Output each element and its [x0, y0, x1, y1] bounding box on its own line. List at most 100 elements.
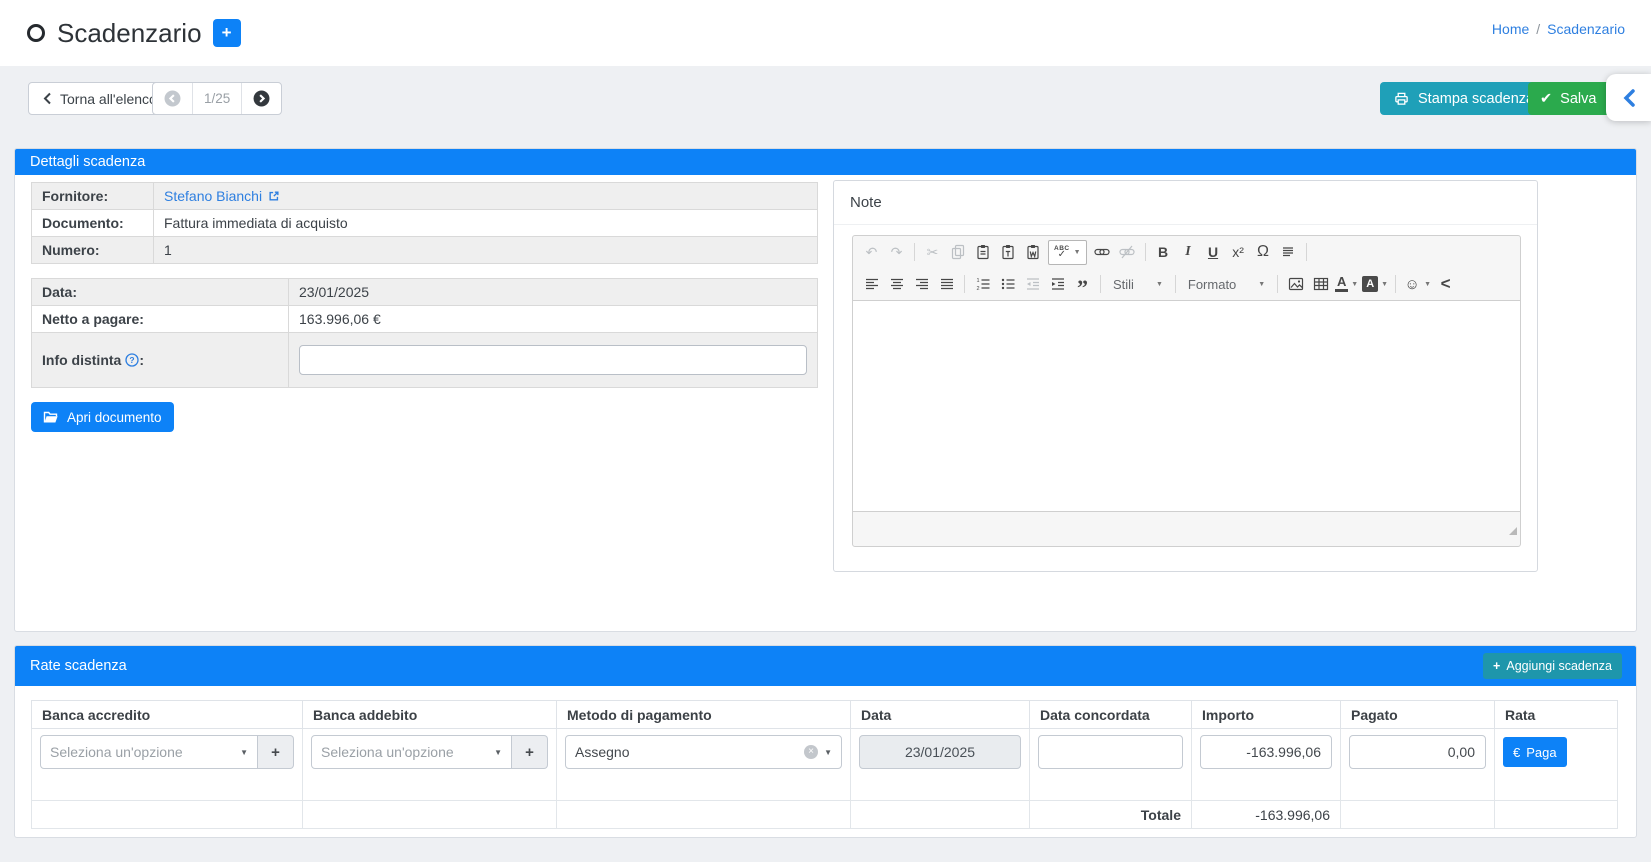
link-icon[interactable] [1090, 240, 1115, 265]
col-rata: Rata [1494, 700, 1618, 729]
importo-input[interactable] [1200, 735, 1332, 769]
outdent-icon[interactable] [1020, 272, 1045, 297]
action-bar: Torna all'elenco 1/25 Stampa scadenza ✔ … [0, 66, 1651, 148]
caret-down-icon: ▼ [1258, 280, 1266, 288]
cut-icon[interactable]: ✂ [926, 243, 939, 260]
caret-down-icon: ▼ [824, 747, 832, 757]
horizontal-rule-icon[interactable] [1276, 240, 1301, 265]
info-distinta-input[interactable] [299, 345, 807, 375]
add-banca-addebito-button[interactable]: + [512, 735, 548, 769]
supplier-label: Fornitore: [31, 182, 154, 210]
add-installment-button[interactable]: + Aggiungi scadenza [1483, 653, 1622, 679]
note-editor-content[interactable] [853, 300, 1520, 512]
breadcrumb-current-link[interactable]: Scadenzario [1547, 21, 1625, 37]
data-input[interactable] [859, 735, 1021, 769]
print-due-date-label: Stampa scadenza [1418, 90, 1535, 107]
caret-down-icon: ▼ [1424, 280, 1432, 288]
paste-text-icon[interactable] [995, 240, 1020, 265]
prev-record-button[interactable] [153, 83, 192, 114]
align-center-icon[interactable] [884, 272, 909, 297]
pager-position: 1/25 [204, 91, 231, 106]
date-value: 23/01/2025 [288, 278, 818, 306]
align-left-icon[interactable] [859, 272, 884, 297]
table-row: Numero: 1 [31, 236, 818, 264]
back-to-list-button[interactable]: Torna all'elenco [28, 82, 171, 115]
clear-selection-icon[interactable]: × [804, 745, 819, 759]
supplier-link[interactable]: Stefano Bianchi [164, 188, 280, 204]
bulleted-list-icon[interactable] [995, 272, 1020, 297]
number-label: Numero: [31, 236, 154, 264]
breadcrumb: Home / Scadenzario [1492, 21, 1625, 37]
arrow-circle-left-icon [164, 90, 181, 107]
source-icon[interactable]: < [1440, 274, 1451, 293]
indent-icon[interactable] [1045, 272, 1070, 297]
document-info-table: Fornitore: Stefano Bianchi Documento: Fa… [31, 182, 818, 264]
table-header-row: Banca accredito Banca addebito Metodo di… [31, 700, 1618, 729]
add-banca-accredito-button[interactable]: + [258, 735, 294, 769]
pagato-input[interactable] [1349, 735, 1486, 769]
paste-icon[interactable] [970, 240, 995, 265]
help-circle-icon[interactable]: ? [125, 353, 139, 367]
italic-icon[interactable]: I [1185, 244, 1191, 259]
add-record-button[interactable]: + [212, 19, 241, 47]
text-color-dropdown[interactable]: A ▼ [1333, 275, 1360, 292]
format-dropdown[interactable]: Formato ▼ [1187, 276, 1266, 292]
align-justify-icon[interactable] [934, 272, 959, 297]
table-row: Info distinta?: [31, 332, 818, 388]
editor-toolbar-row-1: ↶ ↷ ✂ ABC ✓ ▼ B I U [853, 236, 1520, 268]
redo-icon[interactable]: ↷ [890, 243, 903, 260]
undo-icon[interactable]: ↶ [865, 243, 878, 260]
paste-word-icon[interactable] [1020, 240, 1045, 265]
metodo-pagamento-select[interactable]: Assegno × ▼ [565, 735, 842, 769]
bold-icon[interactable]: B [1157, 244, 1169, 260]
align-right-icon[interactable] [909, 272, 934, 297]
date-label: Data: [31, 278, 289, 306]
insert-table-icon[interactable] [1308, 272, 1333, 297]
check-icon: ✔ [1540, 90, 1553, 107]
banca-accredito-select[interactable]: Seleziona un'opzione ▼ [40, 735, 258, 769]
unlink-icon[interactable] [1115, 240, 1140, 265]
net-payable-value: 163.996,06 € [288, 305, 818, 333]
caret-down-icon: ▼ [1351, 280, 1359, 288]
chevron-left-blue-icon [1622, 88, 1636, 107]
record-pager: 1/25 [152, 82, 283, 115]
caret-down-icon: ▼ [494, 747, 502, 757]
installments-panel-header: Rate scadenza + Aggiungi scadenza [15, 646, 1636, 686]
col-data: Data [850, 700, 1030, 729]
paga-button[interactable]: € Paga [1503, 737, 1567, 767]
spellcheck-dropdown[interactable]: ABC ✓ ▼ [1048, 239, 1087, 265]
external-link-icon [268, 190, 280, 202]
copy-icon[interactable] [945, 240, 970, 265]
superscript-icon[interactable]: x² [1232, 244, 1244, 260]
print-due-date-button[interactable]: Stampa scadenza [1380, 82, 1549, 115]
open-document-button[interactable]: Apri documento [31, 402, 174, 432]
data-concordata-input[interactable] [1038, 735, 1183, 769]
svg-text:1: 1 [976, 278, 979, 284]
save-button[interactable]: ✔ Salva ▼ [1528, 82, 1618, 115]
styles-dropdown[interactable]: Stili ▼ [1113, 276, 1163, 292]
svg-text:2: 2 [976, 286, 979, 292]
special-character-icon[interactable]: Ω [1257, 243, 1270, 260]
editor-resize-handle[interactable] [1509, 527, 1517, 535]
breadcrumb-home-link[interactable]: Home [1491, 21, 1530, 37]
side-panel-toggle[interactable] [1606, 74, 1651, 121]
paga-label: Paga [1526, 744, 1557, 760]
top-header: Scadenzario + Home / Scadenzario [0, 0, 1651, 66]
emoji-dropdown[interactable]: ☺ ▼ [1401, 272, 1433, 297]
add-installment-label: Aggiungi scadenza [1506, 659, 1612, 673]
col-pagato: Pagato [1340, 700, 1495, 729]
insert-image-icon[interactable] [1283, 272, 1308, 297]
background-color-dropdown[interactable]: A ▼ [1360, 276, 1390, 292]
euro-icon: € [1513, 744, 1521, 760]
printer-icon [1394, 91, 1409, 106]
caret-down-icon: ▼ [1155, 280, 1163, 288]
background-color-icon: A [1362, 276, 1379, 292]
next-record-button[interactable] [241, 83, 281, 114]
breadcrumb-separator: / [1536, 21, 1541, 37]
installments-table: Banca accredito Banca addebito Metodo di… [31, 700, 1618, 829]
banca-addebito-select[interactable]: Seleziona un'opzione ▼ [311, 735, 512, 769]
totals-row: Totale -163.996,06 [31, 800, 1618, 829]
underline-icon[interactable]: U [1207, 244, 1219, 260]
blockquote-icon[interactable]: ” [1077, 275, 1088, 300]
